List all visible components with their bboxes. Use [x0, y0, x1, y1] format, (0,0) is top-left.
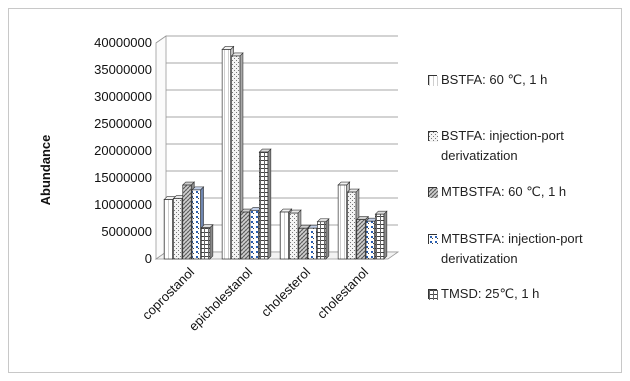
- gridline-6: [155, 89, 398, 98]
- side-wall: [155, 35, 167, 260]
- gridline-5: [155, 116, 398, 125]
- legend-item-2: MTBSTFA: 60 ℃, 1 h: [428, 182, 626, 202]
- y-tick-label-8: 40000000: [94, 35, 152, 50]
- legend-swatch-fill-0: [429, 76, 438, 86]
- legend-swatch-fill-3: [429, 235, 438, 245]
- y-tick-labels: 0 5000000 10000000 15000000 20000000 25000000…: [94, 35, 152, 266]
- bar-4-2: [316, 218, 330, 260]
- y-tick-label-7: 35000000: [94, 62, 152, 77]
- legend-label-0: BSTFA: 60 ℃, 1 h: [441, 72, 548, 87]
- legend-label-1: BSTFA: injection-port derivatization: [441, 128, 564, 163]
- bar-4-1: [258, 148, 272, 260]
- y-tick-label-3: 15000000: [94, 170, 152, 185]
- bar-4-0: [200, 223, 214, 260]
- y-tick-label-5: 25000000: [94, 116, 152, 131]
- gridline-3: [155, 170, 398, 179]
- axis-layer: [154, 35, 400, 260]
- chart-frame: [8, 8, 622, 373]
- gridline-8: [155, 35, 398, 44]
- legend-item-3: MTBSTFA: injection-port derivatization: [428, 229, 626, 269]
- x-tick-label-3: cholestanol: [314, 264, 371, 321]
- y-tick-label-0: 0: [145, 251, 152, 266]
- legend-swatch-fill-4: [429, 290, 438, 300]
- gridline-4: [155, 143, 398, 152]
- legend-swatch-2: [428, 187, 438, 198]
- legend-swatch-0: [428, 75, 438, 86]
- legend-label-2: MTBSTFA: 60 ℃, 1 h: [441, 184, 567, 199]
- legend-swatch-fill-2: [429, 188, 438, 198]
- bar-4-3: [374, 210, 388, 260]
- x-tick-label-0: coprostanol: [139, 264, 197, 322]
- y-axis-label: Abundance: [38, 135, 53, 206]
- legend-label-4: TMSD: 25℃, 1 h: [441, 286, 540, 301]
- gridline-7: [155, 62, 398, 71]
- legend-swatch-4: [428, 289, 438, 300]
- legend-swatch-3: [428, 234, 438, 245]
- legend-label-3: MTBSTFA: injection-port derivatization: [441, 231, 583, 266]
- legend-swatch-fill-1: [429, 132, 438, 142]
- y-tick-label-1: 5000000: [101, 224, 152, 239]
- legend-swatch-1: [428, 131, 438, 142]
- bars: [163, 45, 388, 260]
- x-tick-label-2: cholesterol: [258, 264, 313, 319]
- legend-item-1: BSTFA: injection-port derivatization: [428, 126, 626, 166]
- y-tick-label-4: 20000000: [94, 143, 152, 158]
- legend-item-0: BSTFA: 60 ℃, 1 h: [428, 70, 626, 90]
- y-tick-label-2: 10000000: [94, 197, 152, 212]
- y-tick-label-6: 30000000: [94, 89, 152, 104]
- legend-item-4: TMSD: 25℃, 1 h: [428, 284, 626, 304]
